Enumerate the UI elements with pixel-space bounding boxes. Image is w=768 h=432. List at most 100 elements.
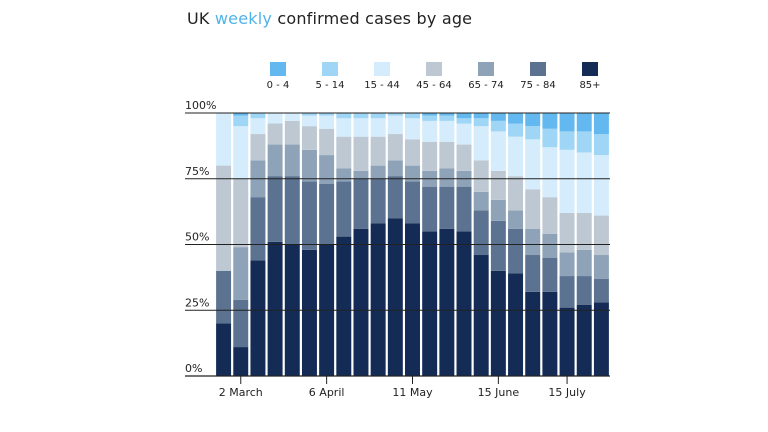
bar-segment-0-4-week-20: [542, 113, 558, 129]
bar-segment-75-84-week-3: [250, 197, 266, 261]
bar-segment-15-44-week-17: [490, 131, 506, 171]
bar-segment-45-64-week-22: [576, 212, 592, 250]
legend-swatch: [270, 62, 286, 76]
bar-segment-75-84-week-6: [301, 181, 317, 250]
bar-segment-5-14-week-19: [525, 126, 541, 140]
bar-segment-65-74-week-21: [559, 252, 575, 277]
bar-segment-5-14-week-20: [542, 128, 558, 148]
legend-label: 45 - 64: [416, 80, 452, 91]
bar-segment-0-4-week-15: [456, 113, 472, 119]
bar-segment-75-84-week-18: [508, 228, 524, 274]
bar-segment-75-84-week-17: [490, 220, 506, 271]
bar-segment-15-44-week-5: [284, 113, 300, 121]
legend-item-65-74: 65 - 74: [460, 62, 512, 91]
bar-segment-15-44-week-23: [593, 155, 609, 216]
bar-segment-65-74-week-7: [319, 155, 335, 185]
bar-segment-65-74-week-16: [473, 191, 489, 211]
legend-item-0-4: 0 - 4: [252, 62, 304, 91]
bar-segment-75-84-week-5: [284, 176, 300, 245]
bar-segment-85plus-week-1: [216, 323, 232, 376]
bar-segment-85plus-week-15: [456, 231, 472, 376]
bar-segment-75-84-week-11: [387, 176, 403, 219]
x-tick-label: 15 June: [478, 386, 520, 399]
bar-segment-65-74-week-18: [508, 210, 524, 229]
bar-segment-5-14-week-2: [233, 115, 249, 127]
bar-segment-45-64-week-3: [250, 134, 266, 161]
bar-segment-75-84-week-15: [456, 186, 472, 232]
bar-segment-5-14-week-22: [576, 131, 592, 153]
bar-segment-45-64-week-7: [319, 128, 335, 156]
bar-segment-85plus-week-8: [336, 236, 352, 376]
y-tick-label-75: 75%: [185, 165, 209, 178]
y-tick-label-50: 50%: [185, 231, 209, 244]
y-axis-group: 0% 25% 50% 75% 100%: [185, 99, 216, 375]
bar-segment-5-14-week-8: [336, 113, 352, 119]
bar-segment-45-64-week-1: [216, 165, 232, 271]
bar-segment-15-44-week-13: [422, 120, 438, 142]
bar-segment-5-14-week-18: [508, 123, 524, 137]
bar-segment-5-14-week-9: [353, 113, 369, 119]
x-tick-label: 2 March: [219, 386, 263, 399]
bar-segment-85plus-week-21: [559, 307, 575, 376]
x-tick-label: 11 May: [392, 386, 433, 399]
bar-segment-75-84-week-9: [353, 178, 369, 229]
bar-segment-15-44-week-15: [456, 123, 472, 145]
bar-segment-75-84-week-13: [422, 186, 438, 232]
bar-segment-85plus-week-14: [439, 228, 455, 376]
bar-segment-15-44-week-20: [542, 147, 558, 198]
legend-label: 0 - 4: [266, 80, 290, 91]
bar-segment-85plus-week-11: [387, 218, 403, 376]
bar-segment-65-74-week-23: [593, 255, 609, 279]
bar-segment-15-44-week-16: [473, 126, 489, 161]
bar-segment-65-74-week-6: [301, 149, 317, 182]
legend-swatch: [426, 62, 442, 76]
bar-segment-45-64-week-10: [370, 136, 386, 166]
bar-segment-75-84-week-22: [576, 276, 592, 305]
bar-segment-15-44-week-2: [233, 126, 249, 179]
legend-label: 5 - 14: [315, 80, 345, 91]
bar-segment-75-84-week-10: [370, 178, 386, 224]
bar-segment-15-44-week-19: [525, 139, 541, 190]
bar-segment-85plus-week-3: [250, 260, 266, 376]
bar-segment-15-44-week-1: [216, 113, 232, 166]
bar-segment-75-84-week-23: [593, 278, 609, 303]
x-tick-label: 6 April: [309, 386, 345, 399]
bar-segment-45-64-week-14: [439, 141, 455, 169]
bar-segment-75-84-week-1: [216, 270, 232, 324]
legend-label: 75 - 84: [520, 80, 556, 91]
bar-segment-15-44-week-10: [370, 118, 386, 137]
bar-segment-85plus-week-6: [301, 249, 317, 376]
legend-label: 85+: [579, 80, 601, 91]
bar-segment-5-14-week-21: [559, 131, 575, 150]
bar-segment-15-44-week-7: [319, 115, 335, 129]
bar-segment-15-44-week-11: [387, 115, 403, 135]
legend-item-5-14: 5 - 14: [304, 62, 356, 91]
bar-segment-5-14-week-3: [250, 113, 266, 119]
bar-segment-85plus-week-22: [576, 304, 592, 376]
bar-segment-5-14-week-6: [301, 113, 317, 116]
bar-segment-45-64-week-12: [405, 139, 420, 166]
bar-segment-75-84-week-8: [336, 181, 352, 237]
bar-segment-15-44-week-14: [439, 120, 455, 142]
bar-segment-45-64-week-9: [353, 136, 369, 171]
bar-segment-85plus-week-18: [508, 273, 524, 376]
bar-segment-0-4-week-18: [508, 113, 524, 124]
bar-segment-0-4-week-13: [422, 113, 438, 116]
bar-segment-85plus-week-17: [490, 270, 506, 376]
bar-segment-85plus-week-20: [542, 291, 558, 376]
legend-swatch: [530, 62, 546, 76]
legend-item-75-84: 75 - 84: [512, 62, 564, 91]
bar-segment-15-44-week-18: [508, 136, 524, 177]
bar-segment-5-14-week-14: [439, 115, 455, 121]
bar-segment-45-64-week-23: [593, 215, 609, 256]
bar-segment-85plus-week-16: [473, 255, 489, 376]
bar-segment-65-74-week-12: [405, 165, 420, 182]
bar-segment-75-84-week-14: [439, 186, 455, 229]
bar-segment-5-14-week-7: [319, 113, 335, 116]
bar-segment-0-4-week-17: [490, 113, 506, 121]
bar-segment-0-4-week-2: [233, 113, 249, 116]
legend-item-45-64: 45 - 64: [408, 62, 460, 91]
bar-segment-15-44-week-22: [576, 152, 592, 213]
bar-segment-5-14-week-12: [405, 113, 420, 119]
